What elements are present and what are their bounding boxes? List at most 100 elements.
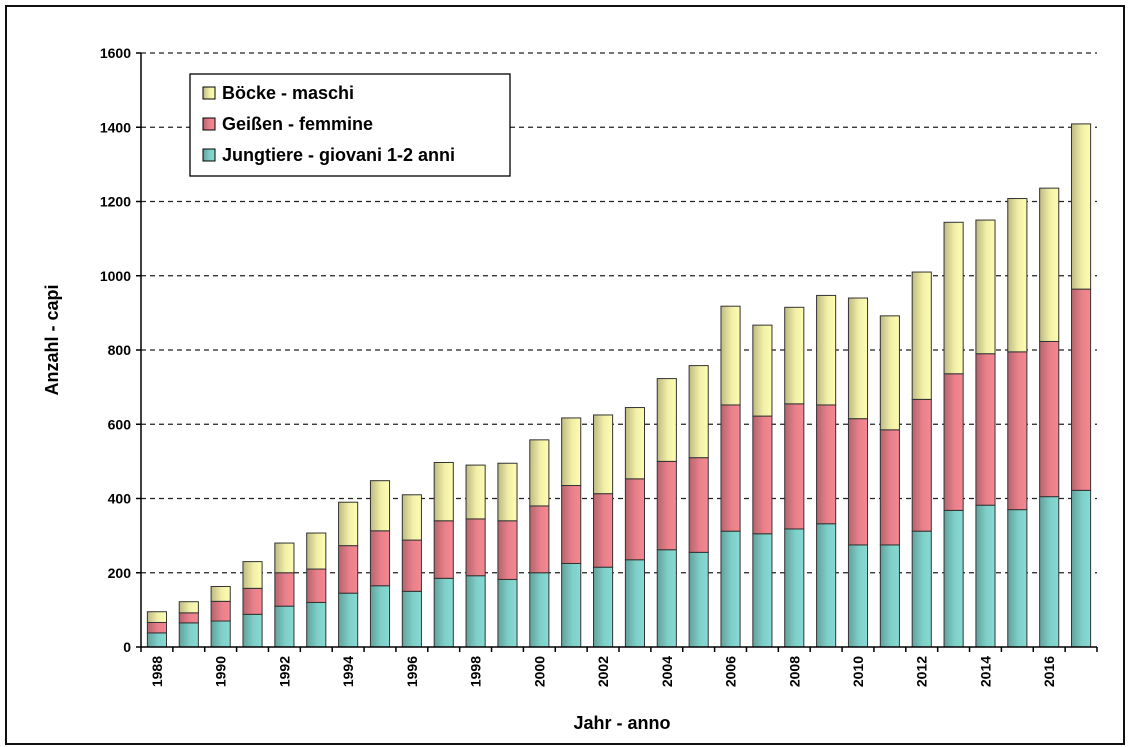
x-tick-label: 2006 — [723, 656, 739, 687]
x-tick-label: 2004 — [659, 656, 675, 687]
bar-segment — [433, 520, 454, 579]
bar-segment — [433, 461, 454, 522]
bar-segment — [847, 297, 869, 420]
x-tick-label: 2000 — [531, 656, 547, 687]
bar-segment — [146, 632, 167, 648]
x-tick-label: 1996 — [404, 656, 420, 687]
bar-segment — [338, 501, 359, 547]
y-axis-title: Anzahl - capi — [42, 284, 62, 395]
x-tick-label: 1994 — [340, 656, 356, 687]
bar-segment — [624, 407, 645, 480]
bar-segment — [847, 418, 869, 546]
bar-segment — [911, 271, 932, 400]
bar-segment — [624, 559, 645, 648]
bar-segment — [178, 612, 199, 624]
bar-segment — [911, 530, 932, 648]
bar-segment — [1007, 351, 1028, 511]
bar-segment — [816, 404, 837, 525]
bar-segment — [943, 221, 964, 375]
y-tick-label: 1400 — [100, 119, 131, 135]
bar-segment — [369, 585, 391, 648]
x-tick-labels: 1988 1990 1992 1994 1996 1998 2000 2002 2004 2006… — [149, 656, 1057, 687]
y-tick-label: 800 — [108, 342, 132, 358]
x-tick-label: 2014 — [977, 656, 993, 687]
x-tick-label: 2002 — [595, 656, 611, 687]
bar-segment — [943, 509, 964, 648]
y-tick-label: 1600 — [100, 45, 131, 61]
x-tick-label: 2008 — [786, 656, 802, 687]
bar-segment — [720, 305, 741, 406]
bar-segment — [593, 566, 614, 648]
bar-segment — [561, 485, 582, 564]
y-tick-label: 400 — [108, 491, 132, 507]
bar-segment — [975, 504, 996, 648]
x-tick-label: 2016 — [1041, 656, 1057, 687]
bar-segment — [561, 417, 582, 487]
x-tick-label: 2010 — [850, 656, 866, 687]
bar-segment — [529, 439, 550, 507]
legend-swatch — [202, 148, 216, 162]
bar-segment — [338, 545, 359, 594]
bar-segment — [784, 528, 805, 648]
bar-segment — [178, 622, 199, 648]
bar-segment — [816, 294, 837, 406]
bar-segment — [274, 572, 295, 607]
bar-segment — [816, 523, 837, 648]
bar-segment — [210, 600, 231, 622]
bar-segment — [529, 505, 550, 574]
bar-segment — [306, 532, 327, 570]
bar-segment — [784, 306, 805, 405]
bar-segment — [210, 620, 231, 648]
bar-segment — [688, 457, 709, 553]
bar-segment — [242, 613, 263, 648]
x-tick-label: 1998 — [468, 656, 484, 687]
x-tick-label: 1990 — [213, 656, 229, 687]
bar-segment — [879, 315, 900, 431]
legend-label: Jungtiere - giovani 1-2 anni — [222, 145, 455, 165]
bar-segment — [1039, 496, 1060, 648]
bar-segment — [465, 464, 486, 520]
bar-segment — [624, 478, 645, 561]
y-tick-label: 1200 — [100, 194, 131, 210]
bar-segment — [465, 575, 486, 648]
x-tick-label: 2012 — [914, 656, 930, 687]
bar-segment — [752, 415, 773, 535]
y-tick-label: 600 — [108, 416, 132, 432]
bar-segment — [879, 544, 900, 648]
bar-segment — [146, 621, 167, 634]
bar-segment — [847, 544, 869, 648]
bar-segment — [593, 414, 614, 495]
bar-segment — [1039, 340, 1060, 498]
x-axis-title: Jahr - anno — [573, 713, 670, 733]
bar-segment — [401, 539, 422, 592]
bar-segment — [943, 373, 964, 511]
bar-segment — [1007, 198, 1028, 353]
bar-segment — [497, 578, 518, 648]
bar-segment — [1007, 509, 1028, 648]
bar-segment — [656, 549, 677, 648]
bar-segment — [1039, 187, 1060, 342]
bar-segment — [975, 353, 996, 506]
bar-segment — [306, 601, 327, 648]
bar-segment — [242, 587, 263, 615]
bar-segment — [401, 590, 422, 648]
bar-segment — [274, 605, 295, 648]
legend: Böcke - maschi Geißen - femmine Jungtiere … — [189, 73, 511, 177]
legend-label: Geißen - femmine — [222, 114, 373, 134]
bar-segment — [593, 493, 614, 568]
bar-segment — [401, 494, 422, 541]
bar-segment — [656, 378, 677, 462]
legend-swatch — [202, 86, 216, 100]
bar-segment — [784, 403, 805, 530]
bars — [146, 123, 1092, 648]
bar-segment — [497, 520, 518, 580]
y-tick-label: 1000 — [100, 268, 131, 284]
y-tick-label: 0 — [123, 639, 131, 655]
bar-segment — [465, 518, 486, 577]
bar-segment — [146, 611, 167, 623]
bar-segment — [210, 585, 231, 602]
bar-segment — [561, 562, 582, 648]
bar-segment — [879, 429, 900, 546]
bar-segment — [369, 530, 391, 587]
